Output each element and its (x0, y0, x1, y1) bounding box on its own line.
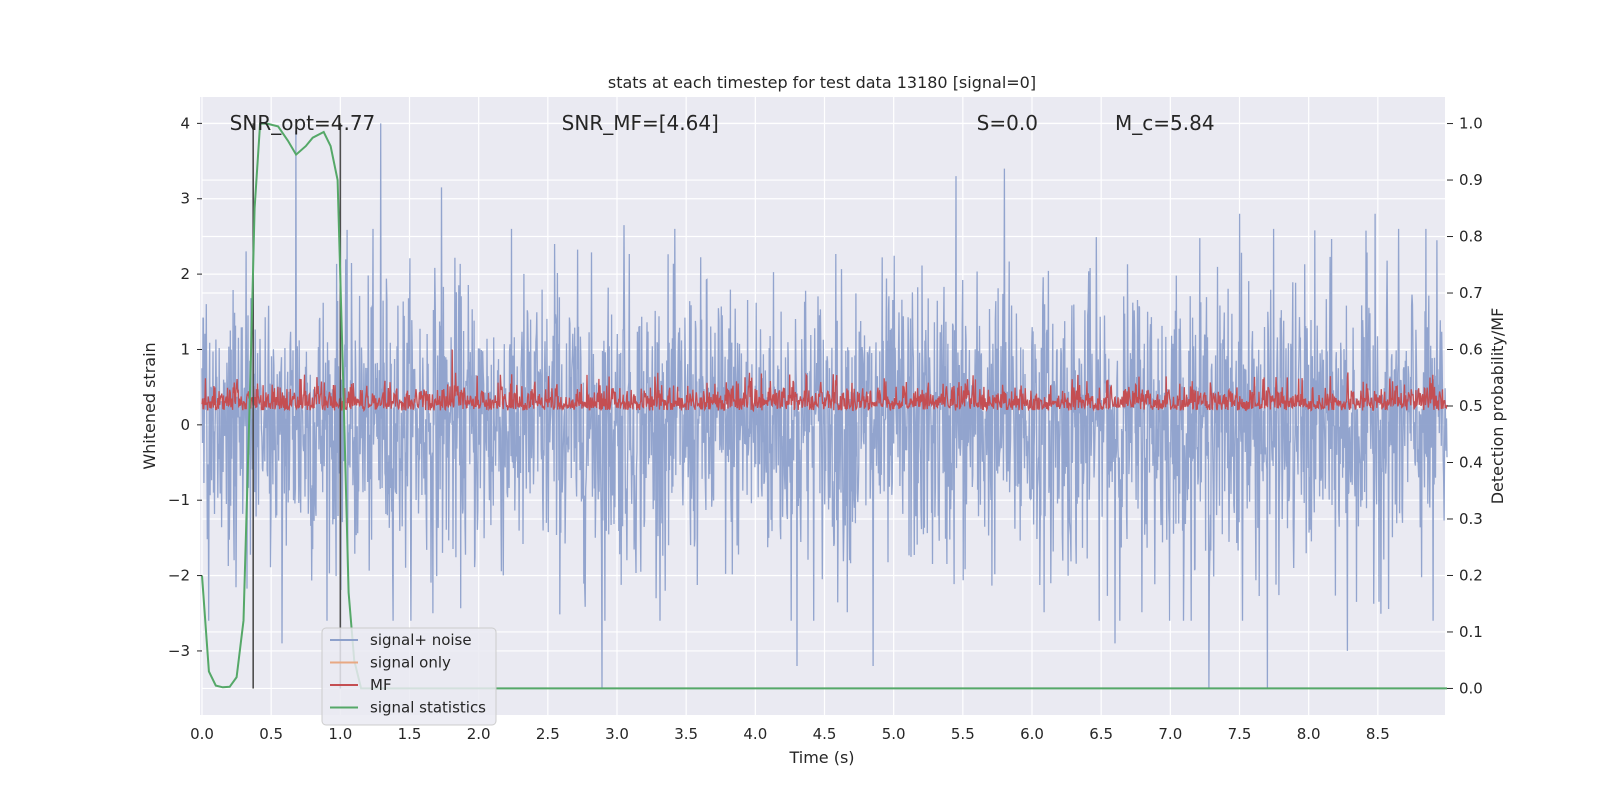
y-left-tick-label: −1 (168, 491, 190, 509)
y-right-tick-label: 0.5 (1459, 397, 1483, 415)
y-left-tick-label: −3 (168, 642, 190, 660)
x-tick-label: 4.5 (813, 725, 837, 743)
chart-title: stats at each timestep for test data 131… (608, 73, 1036, 92)
y-axis-right-label: Detection probability/MF (1488, 308, 1507, 505)
x-tick-label: 7.5 (1228, 725, 1252, 743)
y-left-tick-label: 1 (180, 340, 190, 358)
legend-label: signal statistics (370, 699, 486, 717)
x-tick-label: 2.5 (536, 725, 560, 743)
y-right-tick-label: 0.2 (1459, 566, 1483, 584)
annotation-text: SNR_opt=4.77 (230, 111, 376, 135)
x-tick-label: 6.5 (1089, 725, 1113, 743)
y-axis-right-ticks: 0.0 0.1 0.2 0.3 0.4 0.5 0.6 0.7 0.8 0.9 1.0 (1447, 115, 1483, 697)
legend-label: MF (370, 676, 392, 694)
y-left-tick-label: 0 (180, 416, 190, 434)
annotation-text: S=0.0 (977, 111, 1038, 135)
x-tick-label: 5.0 (882, 725, 906, 743)
y-right-tick-label: 1.0 (1459, 115, 1483, 133)
y-right-tick-label: 0.1 (1459, 623, 1483, 641)
x-tick-label: 1.0 (328, 725, 352, 743)
annotation-text: SNR_MF=[4.64] (562, 111, 719, 135)
series-mf (201, 349, 1448, 413)
vertical-markers (252, 123, 342, 689)
plot-area (200, 97, 1448, 715)
y-right-tick-label: 0.0 (1459, 679, 1483, 697)
y-axis-left-label: Whitened strain (140, 342, 159, 469)
signal-noise-line (201, 123, 1448, 689)
y-right-tick-label: 0.8 (1459, 228, 1483, 246)
mf-line (201, 349, 1448, 413)
x-tick-label: 6.0 (1020, 725, 1044, 743)
y-right-tick-label: 0.3 (1459, 510, 1483, 528)
legend: signal+ noise signal only MF signal statist… (321, 627, 497, 726)
y-left-tick-label: −2 (168, 567, 190, 585)
x-tick-label: 2.0 (467, 725, 491, 743)
y-left-tick-label: 3 (180, 190, 190, 208)
x-tick-label: 0.0 (190, 725, 214, 743)
y-right-tick-label: 0.9 (1459, 171, 1483, 189)
x-tick-label: 4.0 (743, 725, 767, 743)
y-left-tick-label: 4 (180, 114, 190, 132)
legend-label: signal only (370, 654, 451, 672)
x-tick-label: 5.5 (951, 725, 975, 743)
x-tick-label: 1.5 (398, 725, 422, 743)
series-signal-noise (201, 123, 1448, 689)
y-right-tick-label: 0.6 (1459, 341, 1483, 359)
annotation-text: M_c=5.84 (1115, 111, 1215, 135)
x-axis-label: Time (s) (788, 748, 854, 767)
legend-box (321, 627, 497, 726)
x-tick-label: 0.5 (259, 725, 283, 743)
x-tick-label: 3.5 (674, 725, 698, 743)
y-left-tick-label: 2 (180, 265, 190, 283)
legend-label: signal+ noise (370, 631, 472, 649)
x-tick-label: 8.5 (1366, 725, 1390, 743)
y-right-tick-label: 0.4 (1459, 453, 1483, 471)
annotations: SNR_opt=4.77 SNR_MF=[4.64] S=0.0 M_c=5.84 (230, 111, 1215, 135)
x-axis-ticks: 0.0 0.5 1.0 1.5 2.0 2.5 3.0 3.5 4.0 4.5 5.0 5.5 6.0 6… (190, 725, 1390, 743)
y-right-tick-label: 0.7 (1459, 284, 1483, 302)
x-tick-label: 7.0 (1158, 725, 1182, 743)
x-tick-label: 8.0 (1297, 725, 1321, 743)
y-axis-left-ticks: −3 −2 −1 0 1 2 3 4 (168, 114, 202, 660)
legend-items: signal+ noise signal only MF signal statist… (330, 631, 486, 717)
x-tick-label: 3.0 (605, 725, 629, 743)
